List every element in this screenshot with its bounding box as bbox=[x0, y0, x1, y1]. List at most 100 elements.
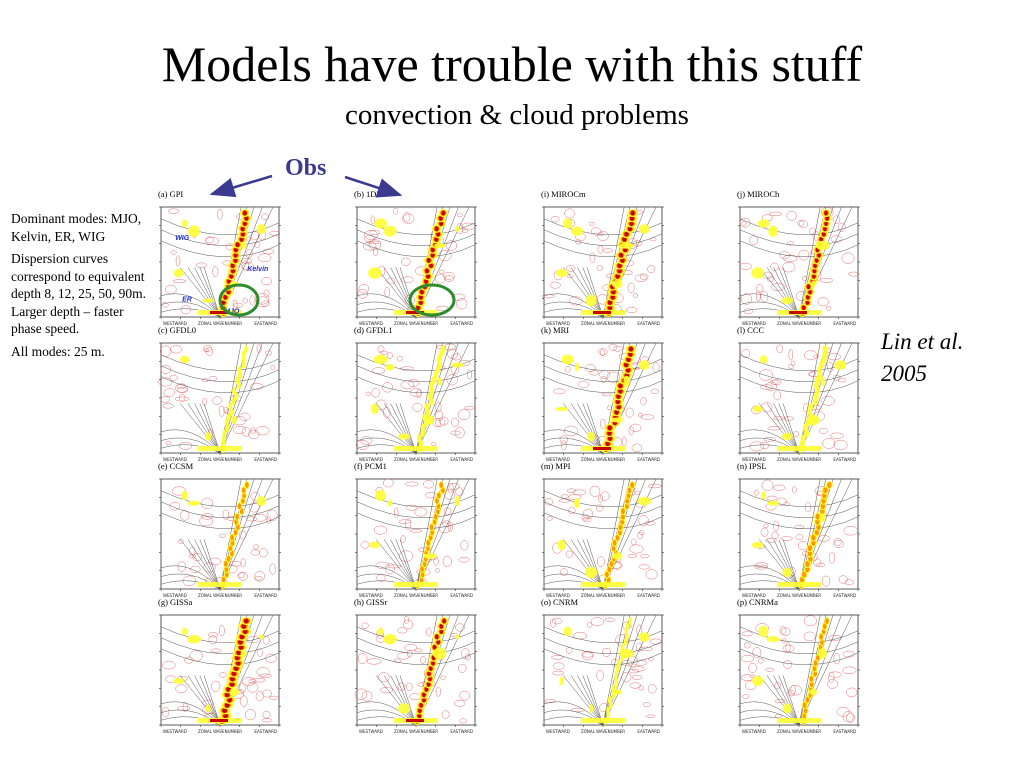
spectrum-plot: WESTWARD ZONAL WAVENUMBER EASTWARD bbox=[159, 614, 281, 733]
figure-panel: (b) 1DD WESTWARD ZONAL WAVENUMBER EASTWARD bbox=[350, 188, 478, 325]
spectrum-plot: WESTWARD ZONAL WAVENUMBER EASTWARD bbox=[738, 478, 860, 597]
figure-panel: (m) MPI WESTWARD ZONAL WAVENUMBER EASTWARD bbox=[537, 460, 665, 597]
axis-label-eastward: EASTWARD bbox=[833, 457, 856, 461]
obs-arrow-right bbox=[344, 175, 403, 198]
axis-label-eastward: EASTWARD bbox=[450, 321, 473, 325]
citation-year: 2005 bbox=[881, 361, 927, 386]
figure-panel: (p) CNRMa WESTWARD ZONAL WAVENUMBER EASTWAR… bbox=[733, 596, 861, 733]
axis-label-eastward: EASTWARD bbox=[637, 593, 660, 597]
panel-label: (j) MIROCh bbox=[737, 189, 780, 199]
note-all-modes: All modes: 25 m. bbox=[11, 343, 105, 359]
axis-label-zonal-wavenumber: ZONAL WAVENUMBER bbox=[777, 321, 821, 325]
notes-text-block: Dominant modes: MJO, Kelvin, ER, WIG Dis… bbox=[11, 210, 151, 365]
axis-label-westward: WESTWARD bbox=[742, 593, 766, 597]
spectrum-plot: WESTWARD ZONAL WAVENUMBER EASTWARD bbox=[354, 614, 477, 733]
panel-label: (g) GISSa bbox=[158, 597, 193, 607]
axis-label-zonal-wavenumber: ZONAL WAVENUMBER bbox=[198, 321, 242, 325]
axis-label-eastward: EASTWARD bbox=[254, 729, 277, 733]
panel-label: (h) GISSr bbox=[354, 597, 388, 607]
note-dominant-modes: Dominant modes: MJO, Kelvin, ER, WIG bbox=[11, 211, 142, 244]
axis-label-eastward: EASTWARD bbox=[254, 457, 277, 461]
spectrum-plot: WESTWARD ZONAL WAVENUMBER EASTWARD bbox=[738, 614, 860, 733]
axis-label-westward: WESTWARD bbox=[359, 729, 383, 733]
axis-label-westward: WESTWARD bbox=[163, 321, 187, 325]
panel-label: (m) MPI bbox=[541, 461, 571, 471]
axis-label-westward: WESTWARD bbox=[546, 729, 570, 733]
spectrum-plot: WESTWARD ZONAL WAVENUMBER EASTWARD bbox=[738, 206, 860, 325]
panel-label: (k) MRI bbox=[541, 325, 570, 335]
axis-label-westward: WESTWARD bbox=[163, 457, 187, 461]
axis-label-westward: WESTWARD bbox=[742, 729, 766, 733]
axis-label-westward: WESTWARD bbox=[163, 593, 187, 597]
axis-label-eastward: EASTWARD bbox=[637, 321, 660, 325]
axis-label-zonal-wavenumber: ZONAL WAVENUMBER bbox=[777, 593, 821, 597]
axis-label-zonal-wavenumber: ZONAL WAVENUMBER bbox=[198, 457, 242, 461]
axis-label-eastward: EASTWARD bbox=[254, 593, 277, 597]
axis-label-eastward: EASTWARD bbox=[637, 729, 660, 733]
mode-label-kelvin: Kelvin bbox=[247, 266, 268, 273]
panel-label: (i) MIROCm bbox=[541, 189, 586, 199]
mjo-highlight-ring-1dd bbox=[408, 283, 456, 317]
axis-label-westward: WESTWARD bbox=[546, 457, 570, 461]
panel-label: (d) GFDL1 bbox=[354, 325, 393, 335]
spectrum-plot: WESTWARD ZONAL WAVENUMBER EASTWARD bbox=[355, 206, 477, 325]
panel-label: (f) PCM1 bbox=[354, 461, 387, 471]
citation-authors: Lin et al. bbox=[881, 329, 964, 354]
figure-panel: (l) CCC WESTWARD ZONAL WAVENUMBER EASTWARD bbox=[733, 324, 861, 461]
mjo-highlight-ring-gpi bbox=[218, 283, 260, 317]
spectrum-plot: WESTWARD ZONAL WAVENUMBER EASTWARD bbox=[159, 478, 281, 597]
axis-label-eastward: EASTWARD bbox=[833, 729, 856, 733]
axis-label-zonal-wavenumber: ZONAL WAVENUMBER bbox=[394, 457, 438, 461]
axis-label-zonal-wavenumber: ZONAL WAVENUMBER bbox=[581, 457, 625, 461]
axis-label-westward: WESTWARD bbox=[742, 321, 766, 325]
panel-label: (l) CCC bbox=[737, 325, 765, 335]
figure-panel: (f) PCM1 WESTWARD ZONAL WAVENUMBER EASTWARD bbox=[350, 460, 478, 597]
axis-label-westward: WESTWARD bbox=[359, 457, 383, 461]
spectrum-plot: WESTWARD ZONAL WAVENUMBER EASTWARD bbox=[542, 478, 664, 597]
spectrum-plot: WESTWARD ZONAL WAVENUMBER EASTWARD bbox=[355, 478, 477, 597]
panel-label: (b) 1DD bbox=[354, 189, 383, 199]
axis-label-westward: WESTWARD bbox=[359, 593, 383, 597]
figure-panel: (k) MRI WESTWARD ZONAL WAVENUMBER EASTWARD bbox=[537, 324, 665, 461]
axis-label-eastward: EASTWARD bbox=[450, 729, 473, 733]
panel-label: (c) GFDL0 bbox=[158, 325, 197, 335]
axis-label-zonal-wavenumber: ZONAL WAVENUMBER bbox=[777, 457, 821, 461]
slide-title: Models have trouble with this stuff bbox=[161, 36, 863, 92]
axis-label-zonal-wavenumber: ZONAL WAVENUMBER bbox=[581, 729, 625, 733]
axis-label-eastward: EASTWARD bbox=[833, 593, 856, 597]
spectrum-plot: WESTWARD ZONAL WAVENUMBER EASTWARD bbox=[541, 206, 664, 325]
figure-panel: (e) CCSM WESTWARD ZONAL WAVENUMBER EASTWARD bbox=[154, 460, 282, 597]
axis-label-zonal-wavenumber: ZONAL WAVENUMBER bbox=[394, 593, 438, 597]
figure-panel: (c) GFDL0 WESTWARD ZONAL WAVENUMBER EASTWAR… bbox=[154, 324, 282, 461]
note-dispersion-curves: Dispersion curves correspond to equivale… bbox=[11, 251, 146, 336]
panel-label: (e) CCSM bbox=[158, 461, 194, 471]
mode-label-er: ER bbox=[182, 297, 192, 304]
obs-label: Obs bbox=[285, 155, 327, 181]
citation: Lin et al. 2005 bbox=[881, 326, 963, 390]
figure-panel: (n) IPSL WESTWARD ZONAL WAVENUMBER EASTWARD bbox=[733, 460, 861, 597]
panel-label: (o) CNRM bbox=[541, 597, 579, 607]
spectrum-plot: WESTWARD ZONAL WAVENUMBER EASTWARD bbox=[542, 614, 664, 733]
panel-label: (a) GPI bbox=[158, 189, 184, 199]
axis-label-westward: WESTWARD bbox=[359, 321, 383, 325]
axis-label-eastward: EASTWARD bbox=[833, 321, 856, 325]
spectrum-plot: WESTWARD ZONAL WAVENUMBER EASTWARD bbox=[542, 342, 664, 461]
spectrum-plot: WESTWARD ZONAL WAVENUMBER EASTWARD bbox=[738, 342, 860, 461]
spectrum-plot: WESTWARD ZONAL WAVENUMBER EASTWARD bbox=[355, 342, 477, 461]
panel-label: (n) IPSL bbox=[737, 461, 767, 471]
figure-panel: (d) GFDL1 WESTWARD ZONAL WAVENUMBER EASTWAR… bbox=[350, 324, 478, 461]
axis-label-eastward: EASTWARD bbox=[637, 457, 660, 461]
axis-label-zonal-wavenumber: ZONAL WAVENUMBER bbox=[394, 321, 438, 325]
axis-label-eastward: EASTWARD bbox=[450, 593, 473, 597]
axis-label-westward: WESTWARD bbox=[163, 729, 187, 733]
mode-label-mjo: MJO bbox=[224, 309, 240, 316]
figure-panel: (h) GISSr WESTWARD ZONAL WAVENUMBER EASTWAR… bbox=[350, 596, 478, 733]
axis-label-zonal-wavenumber: ZONAL WAVENUMBER bbox=[581, 593, 625, 597]
figure-panel: (g) GISSa WESTWARD ZONAL WAVENUMBER EASTWAR… bbox=[154, 596, 282, 733]
figure-panel: (i) MIROCm WESTWARD ZONAL WAVENUMBER EASTWA… bbox=[537, 188, 665, 325]
figure-panel: (j) MIROCh WESTWARD ZONAL WAVENUMBER EASTWA… bbox=[733, 188, 861, 325]
axis-label-eastward: EASTWARD bbox=[450, 457, 473, 461]
figure-panel: (o) CNRM WESTWARD ZONAL WAVENUMBER EASTWARD bbox=[537, 596, 665, 733]
axis-label-zonal-wavenumber: ZONAL WAVENUMBER bbox=[581, 321, 625, 325]
